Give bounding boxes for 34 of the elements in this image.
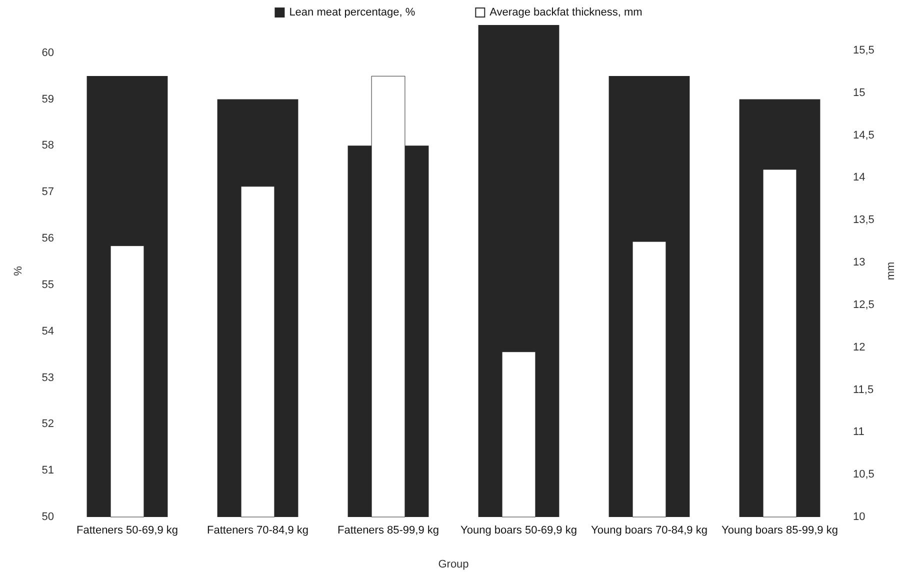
y2-tick-label: 14,5	[853, 129, 874, 142]
y2-tick-label: 12,5	[853, 298, 874, 311]
y-tick-label: 51	[42, 464, 54, 477]
x-tick-label: Fatteners 50-69,9 kg	[76, 524, 178, 536]
x-tick-label: Young boars 85-99,9 kg	[722, 524, 838, 536]
y2-tick-label: 15,5	[853, 44, 874, 56]
x-tick-label: Fatteners 70-84,9 kg	[206, 524, 309, 536]
y-tick-label: 56	[42, 232, 54, 245]
y-tick-label: 58	[42, 140, 54, 152]
y2-tick-label: 14	[853, 172, 866, 184]
y-axis-title: %	[12, 266, 24, 276]
legend-label: Average backfat thickness, mm	[490, 6, 642, 18]
y2-tick-label: 13,5	[853, 214, 874, 226]
y-tick-label: 55	[42, 278, 54, 291]
x-axis-title: Group	[438, 558, 469, 570]
y-tick-label: 59	[42, 93, 54, 106]
y-tick-label: 54	[42, 325, 54, 338]
y2-tick-label: 11,5	[853, 384, 874, 396]
x-tick-label: Young boars 70-84,9 kg	[591, 524, 708, 536]
y-tick-label: 50	[42, 511, 54, 523]
y2-tick-label: 13	[853, 256, 866, 269]
y-tick-label: 52	[42, 418, 54, 430]
y-tick-label: 53	[42, 372, 54, 384]
x-tick-label: Fatteners 85-99,9 kg	[337, 524, 440, 536]
y2-axis-title: mm	[884, 262, 897, 280]
legend-label: Lean meat percentage, %	[289, 6, 416, 18]
x-tick-label: Young boars 50-69,9 kg	[460, 524, 577, 536]
y2-tick-label: 12	[853, 341, 866, 354]
y2-tick-label: 15	[853, 86, 866, 99]
y2-tick-label: 11	[853, 426, 864, 438]
y2-tick-label: 10,5	[853, 468, 874, 481]
y-tick-label: 57	[42, 186, 54, 198]
y2-tick-label: 10	[853, 511, 866, 523]
y-tick-label: 60	[42, 46, 54, 59]
